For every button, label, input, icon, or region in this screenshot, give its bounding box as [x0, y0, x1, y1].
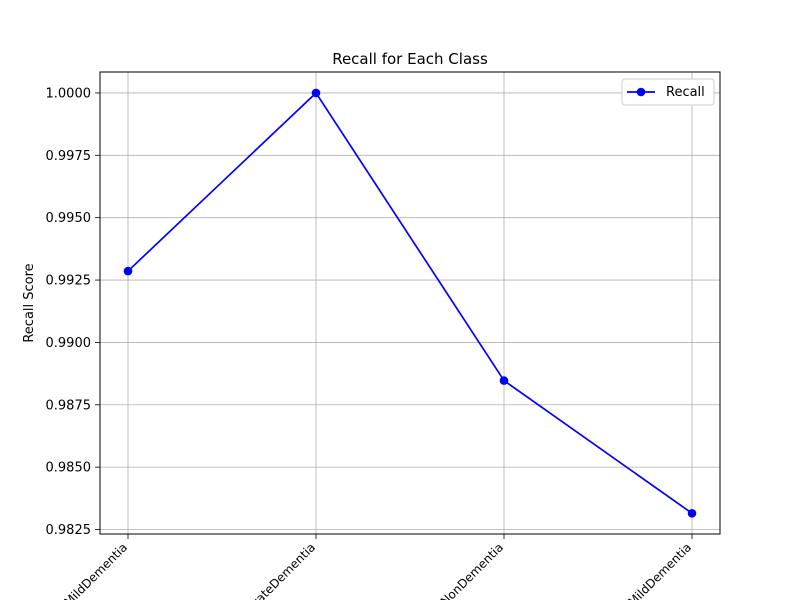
y-tick-label: 0.9850 [46, 461, 92, 476]
legend-label: Recall [666, 85, 705, 100]
recall-series-line [127, 91, 693, 514]
grid-lines [100, 72, 720, 534]
y-tick-label: 0.9875 [46, 398, 92, 413]
legend-box [621, 78, 715, 106]
axes [95, 71, 721, 539]
legend: Recall [621, 78, 715, 106]
recall-data-point [687, 508, 697, 518]
plot-frame [99, 71, 721, 535]
chart-title: Recall for Each Class [332, 50, 488, 68]
recall-data-point [311, 88, 321, 98]
recall-data-point [499, 376, 509, 385]
legend-marker [636, 87, 646, 97]
y-tick-label: 0.9975 [46, 149, 92, 164]
y-tick-label: 0.9950 [46, 211, 92, 226]
y-axis-label: Recall Score [22, 263, 37, 342]
recall-data-point [123, 266, 133, 276]
y-tick-label: 0.9825 [46, 523, 92, 538]
y-tick-label: 0.9925 [46, 274, 92, 289]
y-tick-label: 1.0000 [46, 86, 92, 101]
series-layer [123, 88, 697, 518]
y-tick-label: 0.9900 [46, 336, 92, 351]
